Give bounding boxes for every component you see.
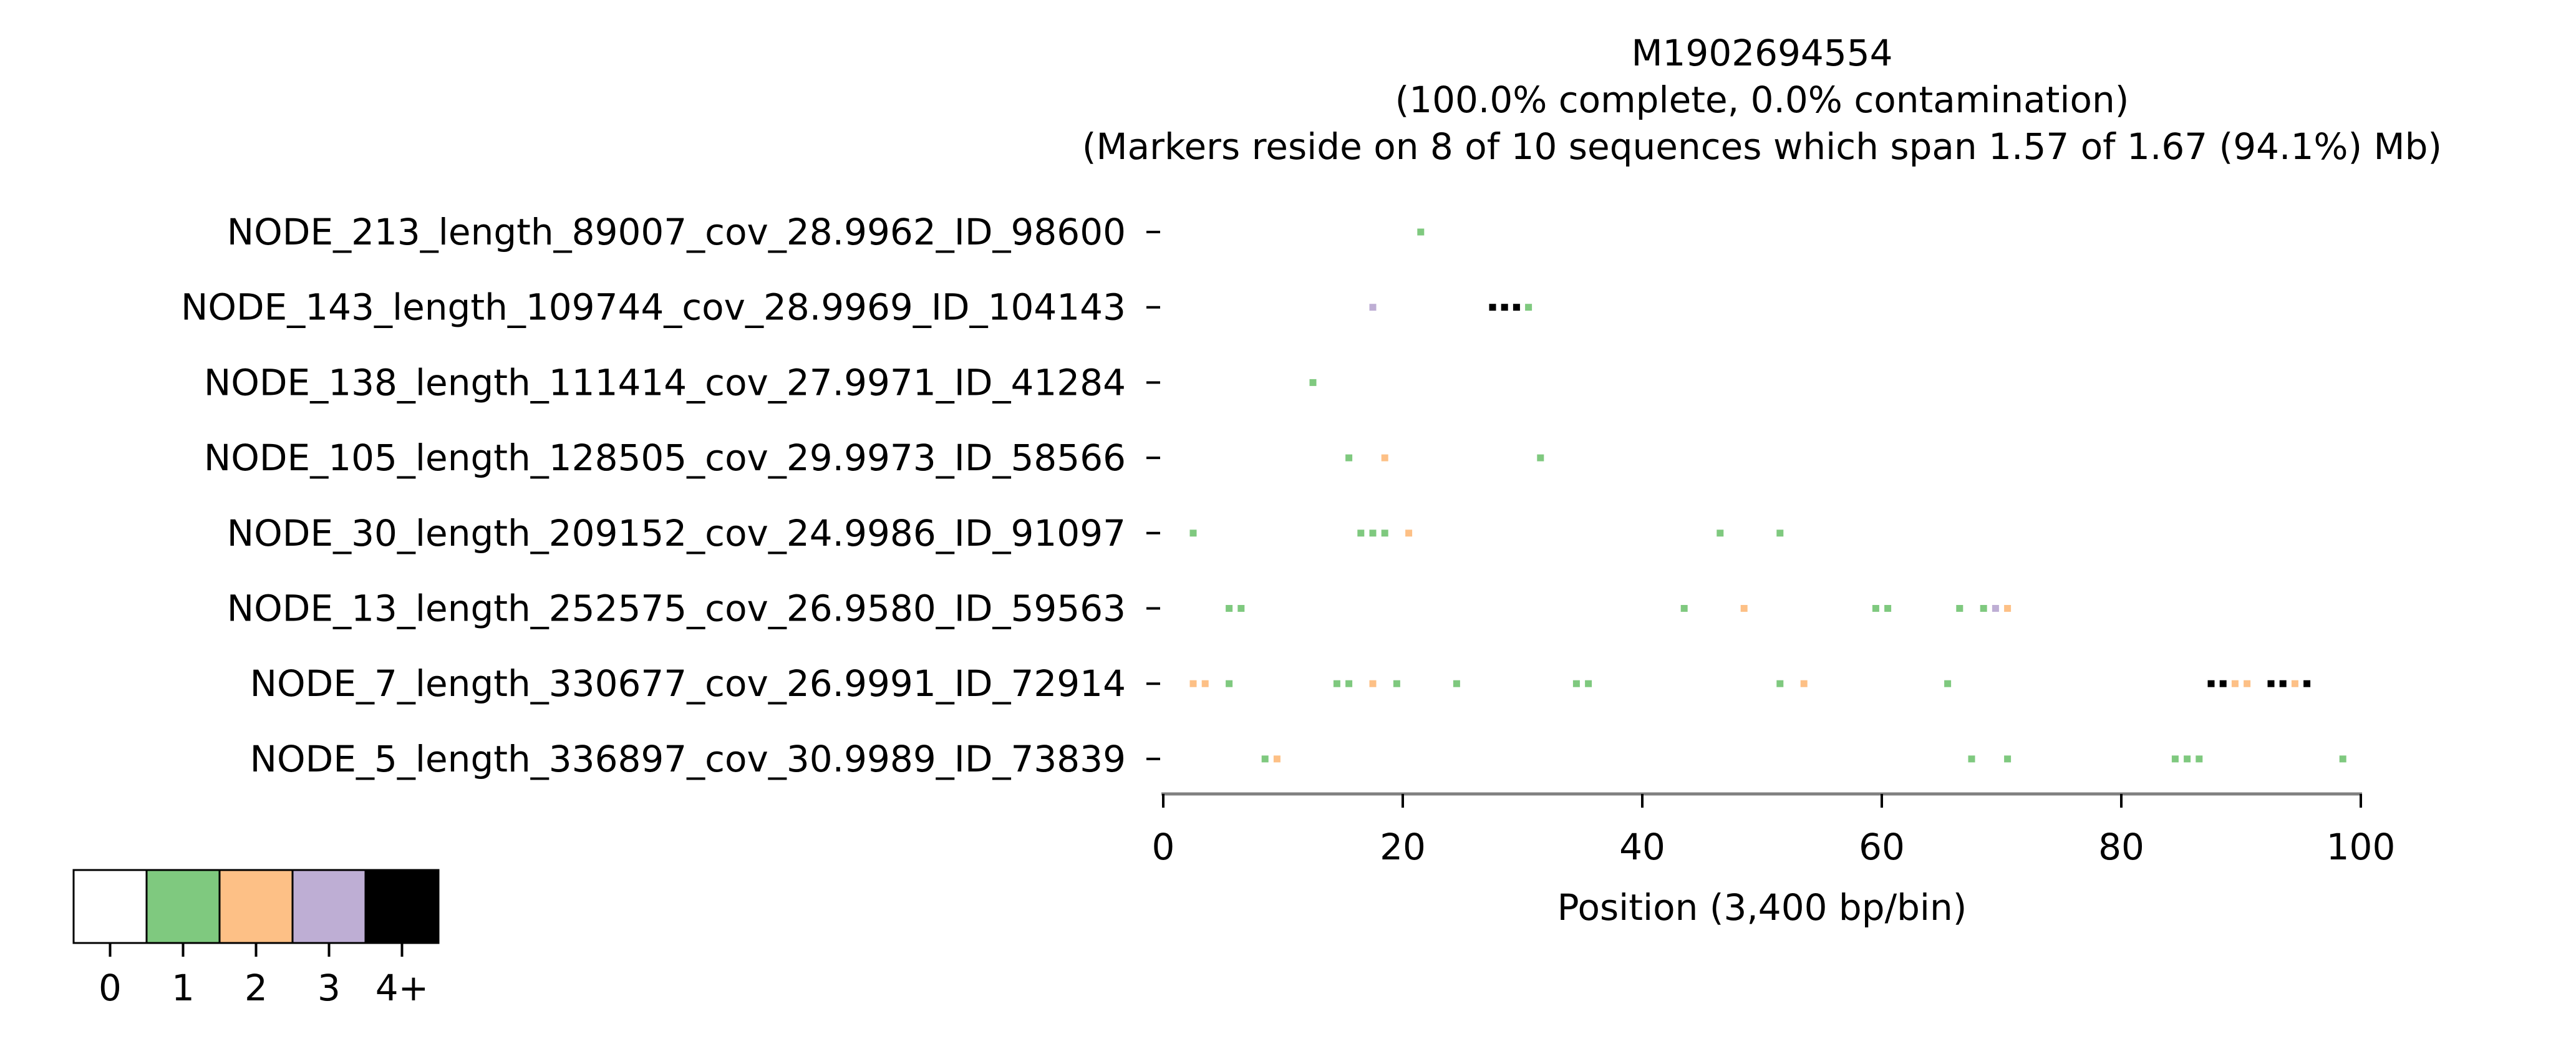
chart-title-line-2: (100.0% complete, 0.0% contamination) (1395, 79, 2129, 121)
marker-cell (1357, 529, 1365, 537)
marker-cell (1369, 304, 1377, 311)
marker-cell (1525, 304, 1533, 311)
marker-cell (2171, 755, 2179, 763)
marker-cell (1956, 605, 1963, 612)
marker-cell (1680, 605, 1688, 612)
marker-cell (1537, 454, 1544, 462)
legend-label: 4+ (375, 967, 429, 1009)
legend-swatch (291, 869, 367, 944)
marker-cell (1872, 605, 1879, 612)
marker-cell (1585, 680, 1592, 687)
y-tick-label: NODE_5_length_336897_cov_30.9989_ID_7383… (250, 738, 1126, 780)
marker-cell (1369, 680, 1377, 687)
y-tick-label: NODE_105_length_128505_cov_29.9973_ID_58… (204, 437, 1126, 479)
marker-cell (1572, 680, 1580, 687)
marker-cell (1513, 304, 1520, 311)
marker-cell (2291, 680, 2298, 687)
marker-cell (1980, 605, 1987, 612)
marker-cell (1189, 680, 1197, 687)
x-tick-label: 80 (2098, 826, 2144, 868)
marker-cell (1381, 454, 1388, 462)
marker-cell (1800, 680, 1808, 687)
marker-cell (1776, 680, 1784, 687)
legend-swatch (72, 869, 148, 944)
marker-cell (1717, 529, 1724, 537)
legend-swatch (364, 869, 440, 944)
marker-cell (1740, 605, 1748, 612)
x-tick-label: 0 (1152, 826, 1175, 868)
y-tick-label: NODE_143_length_109744_cov_28.9969_ID_10… (181, 286, 1126, 329)
marker-cell (2339, 755, 2346, 763)
marker-cell (1237, 605, 1245, 612)
marker-cell (1309, 379, 1317, 386)
marker-cell (2004, 605, 2012, 612)
marker-cell (2231, 680, 2239, 687)
marker-cell (1189, 529, 1197, 537)
legend-label: 1 (172, 967, 195, 1009)
x-axis-label: Position (3,400 bp/bin) (1557, 886, 1967, 929)
marker-cell (2184, 755, 2191, 763)
y-tick-label: NODE_138_length_111414_cov_27.9971_ID_41… (204, 361, 1126, 404)
marker-cell (1273, 755, 1281, 763)
marker-cell (2004, 755, 2012, 763)
marker-cell (1968, 755, 1975, 763)
marker-cell (1884, 605, 1892, 612)
marker-cell (1226, 680, 1233, 687)
marker-cell (2219, 680, 2227, 687)
marker-cell (1776, 529, 1784, 537)
legend-swatch (218, 869, 294, 944)
marker-cell (2303, 680, 2311, 687)
marker-cell (2267, 680, 2275, 687)
legend-label: 2 (245, 967, 268, 1009)
marker-cell (1417, 228, 1425, 236)
x-tick-label: 60 (1859, 826, 1905, 868)
marker-cell (1345, 454, 1353, 462)
marker-cell (1944, 680, 1952, 687)
marker-cell (1453, 680, 1460, 687)
marker-cell (1201, 680, 1209, 687)
marker-cell (1226, 605, 1233, 612)
marker-cell (2244, 680, 2251, 687)
marker-cell (1345, 680, 1353, 687)
y-tick-label: NODE_7_length_330677_cov_26.9991_ID_7291… (250, 662, 1126, 705)
y-axis: NODE_213_length_89007_cov_28.9962_ID_986… (181, 211, 1160, 780)
x-tick-label: 40 (1619, 826, 1665, 868)
marker-cell (1992, 605, 1999, 612)
marker-cell (1369, 529, 1377, 537)
chart-title-line-3: (Markers reside on 8 of 10 sequences whi… (1082, 125, 2442, 168)
legend-swatch (145, 869, 221, 944)
marker-cell (1333, 680, 1340, 687)
chart-title: M1902694554 (100.0% complete, 0.0% conta… (1082, 32, 2442, 168)
marker-cell (1501, 304, 1508, 311)
legend-label: 3 (317, 967, 341, 1009)
marker-cell (2196, 755, 2203, 763)
marker-cell (1261, 755, 1269, 763)
marker-cell (1381, 529, 1388, 537)
chart-title-line-1: M1902694554 (1631, 32, 1892, 74)
x-tick-label: 100 (2327, 826, 2396, 868)
x-tick-label: 20 (1380, 826, 1426, 868)
marker-cell (1489, 304, 1496, 311)
x-axis: 0 20 40 60 80 100 (1152, 792, 2396, 868)
legend-label: 0 (99, 967, 122, 1009)
y-tick-label: NODE_30_length_209152_cov_24.9986_ID_910… (227, 512, 1126, 554)
marker-cell (1393, 680, 1400, 687)
marker-cells (1189, 228, 2346, 763)
marker-cell (2279, 680, 2287, 687)
y-tick-label: NODE_13_length_252575_cov_26.9580_ID_595… (227, 587, 1126, 630)
y-tick-label: NODE_213_length_89007_cov_28.9962_ID_986… (227, 211, 1126, 253)
color-legend: 0 1 2 3 4+ (72, 869, 440, 1009)
marker-cell (1405, 529, 1413, 537)
marker-cell (2207, 680, 2215, 687)
